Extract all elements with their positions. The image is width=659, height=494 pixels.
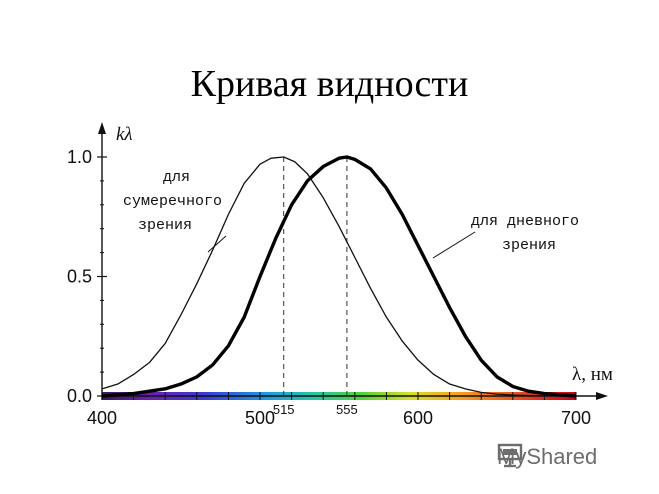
photopic-annotation-line: для дневного [471, 213, 579, 230]
photopic-annotation-line: зрения [502, 237, 556, 254]
x-tick-label: 700 [561, 408, 591, 428]
x-axis-arrow [596, 392, 608, 400]
y-axis-label: kλ [116, 124, 133, 145]
myshared-logo: MyShared [497, 442, 597, 472]
slide-title: Кривая видности [190, 63, 469, 105]
x-tick-label: 600 [403, 408, 433, 428]
photopic-curve [101, 155, 577, 398]
x-tick-label: 500 [245, 408, 275, 428]
scotopic-annotation-line: зрения [138, 217, 192, 234]
peak-label: 555 [336, 402, 358, 417]
y-axis-arrow [98, 122, 106, 134]
x-axis-label: λ, нм [572, 364, 613, 385]
y-tick-label: 0.5 [67, 267, 92, 287]
y-tick-label: 1.0 [67, 147, 92, 167]
scotopic-annotation-line: сумеречного [123, 193, 222, 210]
x-tick-label: 400 [87, 408, 117, 428]
projector-icon [497, 443, 523, 468]
scotopic-curve [101, 156, 577, 397]
photopic-leader-line [432, 231, 476, 259]
peak-label: 515 [273, 402, 295, 417]
scotopic-annotation-line: для [163, 169, 190, 186]
scotopic-leader-line [207, 235, 227, 253]
y-tick-label: 0.0 [67, 386, 92, 406]
